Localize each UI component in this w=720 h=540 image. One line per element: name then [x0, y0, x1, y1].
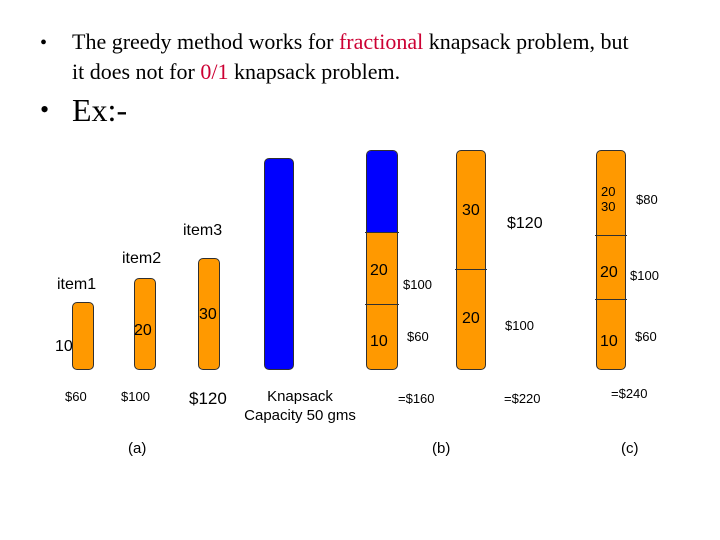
- option2-total: =$220: [504, 391, 541, 406]
- bullet-2-text: Ex:-: [72, 92, 128, 128]
- bullet-1-line-2: it does not for 0/1 knapsack problem.: [72, 58, 400, 86]
- optimal-weight-20: 20: [600, 264, 618, 281]
- highlight-fractional: fractional: [338, 29, 424, 54]
- bullet-1-text-after: knapsack problem.: [228, 59, 401, 84]
- item2-box: [134, 278, 156, 370]
- item1-weight: 10: [55, 338, 73, 355]
- optimal-value-60: $60: [635, 329, 657, 344]
- option2-value-120: $120: [507, 215, 543, 232]
- bullet-dot-2: •: [40, 95, 50, 124]
- bullet-1-line2-before: it does not for: [72, 59, 201, 84]
- knapsack-label-line-1: Knapsack: [267, 388, 333, 405]
- optimal-divider-top: [595, 235, 627, 236]
- option1-empty-space: [367, 151, 397, 233]
- bullet-1-text-mid: knapsack problem, but: [423, 29, 629, 54]
- optimal-divider-mid: [595, 299, 627, 300]
- option1-divider-mid: [365, 304, 399, 305]
- bullet-dot-1: •: [40, 32, 48, 54]
- caption-c: (c): [621, 440, 639, 457]
- option2-value-100: $100: [505, 318, 534, 333]
- item3-label: item3: [183, 222, 223, 239]
- option1-weight-10: 10: [370, 333, 388, 350]
- option1-value-60: $60: [407, 329, 429, 344]
- fraction-denominator: 30: [601, 199, 616, 214]
- caption-a: (a): [128, 440, 147, 457]
- item3-weight: 30: [199, 306, 217, 323]
- item2-value: $100: [121, 389, 150, 404]
- item1-value: $60: [65, 389, 87, 404]
- optimal-value-100: $100: [630, 268, 659, 283]
- option1-value-100: $100: [403, 277, 432, 292]
- option1-stack: [365, 150, 399, 370]
- item3-box: [198, 258, 220, 370]
- item1-label: item1: [57, 276, 97, 293]
- knapsack-box: [264, 158, 294, 370]
- knapsack-label-line-2: Capacity 50 gms: [244, 407, 356, 424]
- option2-stack: [455, 150, 487, 370]
- optimal-weight-10: 10: [600, 333, 618, 350]
- item3-value: $120: [189, 389, 227, 408]
- caption-b: (b): [432, 440, 451, 457]
- bullet-1-text-before: The greedy method works for: [72, 29, 339, 54]
- fraction-numerator: 20: [601, 184, 616, 199]
- option1-divider-top: [365, 232, 399, 233]
- item2-weight: 20: [134, 322, 152, 339]
- item2-label: item2: [122, 250, 162, 267]
- bullet-1-line-1: The greedy method works for fractional k…: [72, 28, 629, 56]
- highlight-0-1: 0/1: [200, 59, 229, 84]
- option2-divider: [455, 269, 487, 270]
- option2-weight-20: 20: [462, 310, 480, 327]
- option1-weight-20: 20: [370, 262, 388, 279]
- option2-weight-30: 30: [462, 202, 480, 219]
- option1-total: =$160: [398, 391, 435, 406]
- fraction-value: $80: [636, 192, 658, 207]
- optimal-total: =$240: [611, 386, 648, 401]
- item1-box: [72, 302, 94, 370]
- optimal-stack: [595, 150, 627, 370]
- knapsack-label: Knapsack Capacity 50 gms: [238, 387, 362, 425]
